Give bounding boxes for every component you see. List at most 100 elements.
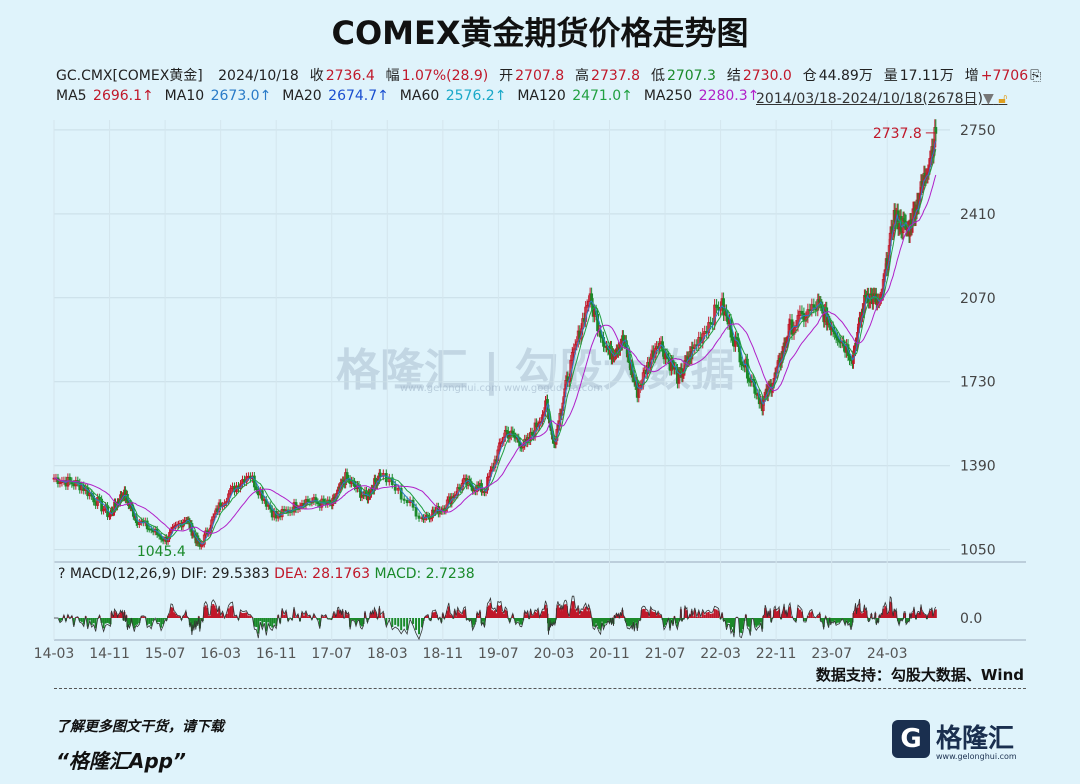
candle-body [747,377,751,382]
dif-line [54,595,937,641]
ma250-value: 2280.3↑ [698,88,760,104]
vol-value: 17.11万 [899,68,954,84]
candle-body [137,521,141,525]
ma5-label: MA5 [56,88,87,104]
x-tick-label: 14-11 [89,646,130,662]
logo-url: www.gelonghui.com [936,752,1017,761]
ma10-value: 2673.0↑ [210,88,272,104]
candle-body [715,304,719,308]
chart-title: COMEX黄金期货价格走势图 [331,14,749,52]
y-tick-label: 1730 [960,375,996,391]
y-tick-label: 1390 [960,459,996,475]
ma5-value: 2696.1↑ [93,88,154,104]
x-tick-label: 22-11 [756,646,797,662]
candle-body [102,508,105,512]
x-tick-label: 18-11 [422,646,463,662]
candle-body [96,497,100,506]
candle-body [345,472,349,480]
candle-body [848,355,851,361]
vol-label: 量 [883,68,898,84]
candle-body [417,515,421,519]
incr-label: 增 [964,68,979,84]
candle-body [693,344,697,349]
candle-body [707,322,711,334]
candle-body [229,488,232,495]
oi-label: 仓 [802,68,817,84]
date-range-selector[interactable]: 2014/03/18-2024/10/18(2678日)▼ 🔓︎ [756,88,1007,108]
candle-body [157,534,161,537]
candle-body [384,473,388,483]
x-tick-label: 23-07 [811,646,852,662]
date-range: 2014/03/18-2024/10/18(2678日) [756,91,983,107]
candle-body [486,476,489,491]
gelonghui-logo: G 格隆汇 www.gelonghui.com [892,718,1032,768]
ma10-label: MA10 [164,88,205,104]
x-tick-label: 17-07 [311,646,352,662]
settle-label: 结 [726,68,741,84]
oi-value: 44.89万 [818,68,873,84]
candle-body [405,499,409,504]
ma120-label: MA120 [517,88,566,104]
symbol: GC.CMX[COMEX黄金] [56,68,203,84]
macd-zero-label: 0.0 [960,611,982,627]
y-tick-label: 2410 [960,207,996,223]
settle-value: 2730.0 [742,68,792,84]
low-label: 低 [650,68,665,84]
ma60-line [53,148,937,543]
lock-icon[interactable]: 🔓︎ [998,91,1008,107]
divider [54,688,1026,689]
ma60-label: MA60 [399,88,440,104]
ma250-label: MA250 [643,88,693,104]
open-value: 2707.8 [515,68,565,84]
candle-body [254,486,258,491]
footer-app-name: “格隆汇App” [56,749,186,773]
x-tick-label: 22-03 [700,646,741,662]
low-value: 2707.3 [666,68,716,84]
candle-body [306,499,310,503]
high-label: 高 [575,68,590,84]
quote-line: GC.CMX[COMEX黄金] 2024/10/18 收 2736.4 幅 1.07… [56,65,1043,85]
y-tick-label: 2070 [960,291,996,307]
macd-header: ? MACD(12,26,9) DIF: 29.5383 DEA: 28.176… [58,566,475,582]
ma120-value: 2471.0↑ [572,88,633,104]
ma20-label: MA20 [282,88,322,104]
candle-body [713,304,717,325]
candle-body [596,313,599,332]
candle-body [414,506,418,517]
x-tick-label: 18-03 [367,646,408,662]
logo-text: 格隆汇 [936,724,1015,754]
low-annotation: 1045.4 [137,544,186,560]
y-tick-label: 2750 [960,123,996,139]
close-value: 2736.4 [325,68,375,84]
logo-mark: G [892,720,930,758]
candle-body [219,502,223,507]
candle-body [56,477,60,484]
data-source: 数据支持：勾股大数据、Wind [815,666,1024,684]
candle-body [512,432,516,438]
candle-body [58,482,62,484]
y-tick-label: 1050 [960,543,996,559]
footer-cta: 了解更多图文干货，请下载 [56,719,224,735]
x-tick-label: 16-11 [256,646,297,662]
change-label: 幅 [385,68,400,84]
candle-body [159,535,163,540]
watermark-url: www.gelonghui.com www.gogudata.com [400,383,604,394]
candle-body [399,487,403,500]
ma-line: MA5 2696.1↑ MA10 2673.0↑ MA20 2674.7↑ MA… [56,88,761,104]
ma10-line [53,140,937,545]
candle-body [812,304,816,308]
candle-body [709,322,713,325]
ma60-value: 2576.2↑ [445,88,507,104]
x-tick-label: 14-03 [34,646,75,662]
candle-body [396,487,400,491]
x-tick-label: 24-03 [867,646,908,662]
candle-body [402,498,406,501]
x-tick-label: 15-07 [145,646,186,662]
candle-body [800,310,804,314]
x-tick-label: 20-03 [534,646,575,662]
x-tick-label: 21-07 [645,646,686,662]
close-label: 收 [309,68,324,84]
chevron-down-icon[interactable]: ▼ [983,91,994,107]
high-annotation: 2737.8 [873,126,922,142]
